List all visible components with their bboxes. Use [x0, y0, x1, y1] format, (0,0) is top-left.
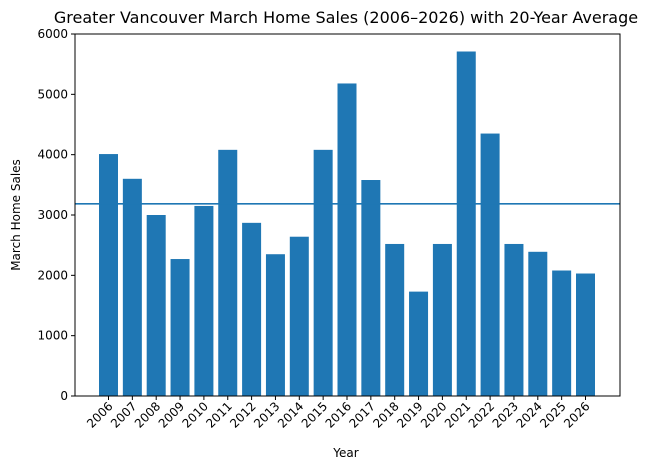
y-tick-label: 4000: [37, 148, 68, 162]
x-tick-label: 2011: [203, 399, 234, 430]
bar-2022: [480, 133, 500, 397]
bar-2018: [385, 243, 405, 396]
x-tick-label: 2009: [156, 399, 187, 430]
x-tick-label: 2008: [132, 399, 163, 430]
chart-title: Greater Vancouver March Home Sales (2006…: [54, 8, 638, 27]
x-tick-label: 2019: [394, 399, 425, 430]
y-tick-label: 6000: [37, 27, 68, 41]
x-tick-label: 2017: [346, 399, 377, 430]
bar-2014: [289, 236, 309, 396]
bar-2017: [361, 180, 381, 396]
plot-frame: [74, 33, 621, 397]
bar-2006: [99, 154, 118, 396]
x-tick-label: 2021: [442, 399, 473, 430]
x-tick-label: 2024: [513, 399, 544, 430]
y-axis: 0 1000 2000 3000 4000 5000 6000: [37, 27, 75, 403]
bar-2020: [432, 243, 452, 396]
x-tick-label: 2025: [537, 399, 568, 430]
x-tick-label: 2012: [227, 399, 258, 430]
bar-2011: [218, 149, 238, 396]
y-tick-label: 3000: [37, 208, 68, 222]
x-tick-label: 2026: [561, 399, 592, 430]
x-axis-label: Year: [332, 446, 358, 460]
y-axis-label: March Home Sales: [9, 159, 23, 271]
bar-2026: [576, 273, 595, 396]
x-tick-label: 2007: [108, 399, 139, 430]
x-tick-label: 2020: [418, 399, 449, 430]
bar-2016: [337, 83, 357, 396]
y-tick-label: 0: [60, 389, 68, 403]
x-axis: 2006200720082009201020112012201320142015…: [84, 396, 593, 431]
x-tick-label: 2014: [275, 399, 306, 430]
bar-2024: [528, 251, 548, 396]
bar-2010: [194, 205, 214, 396]
x-tick-label: 2013: [251, 399, 282, 430]
x-tick-label: 2010: [180, 399, 211, 430]
x-tick-label: 2018: [370, 399, 401, 430]
bar-2023: [504, 243, 524, 396]
bar-2008: [146, 215, 166, 396]
bar-2015: [313, 149, 333, 396]
y-tick-label: 2000: [37, 268, 68, 282]
x-tick-label: 2022: [466, 399, 497, 430]
y-tick-label: 1000: [37, 329, 68, 343]
bar-2021: [456, 51, 476, 396]
bar-2009: [170, 259, 190, 396]
bar-2019: [409, 291, 429, 396]
plot-area: [75, 51, 620, 397]
x-tick-label: 2015: [299, 399, 330, 430]
x-tick-label: 2006: [84, 399, 115, 430]
bar-2013: [265, 254, 285, 396]
bar-2007: [122, 178, 142, 396]
x-tick-label: 2023: [490, 399, 521, 430]
y-tick-label: 5000: [37, 87, 68, 101]
x-tick-label: 2016: [323, 399, 354, 430]
bar-2012: [242, 222, 262, 396]
bar-2025: [552, 270, 572, 396]
